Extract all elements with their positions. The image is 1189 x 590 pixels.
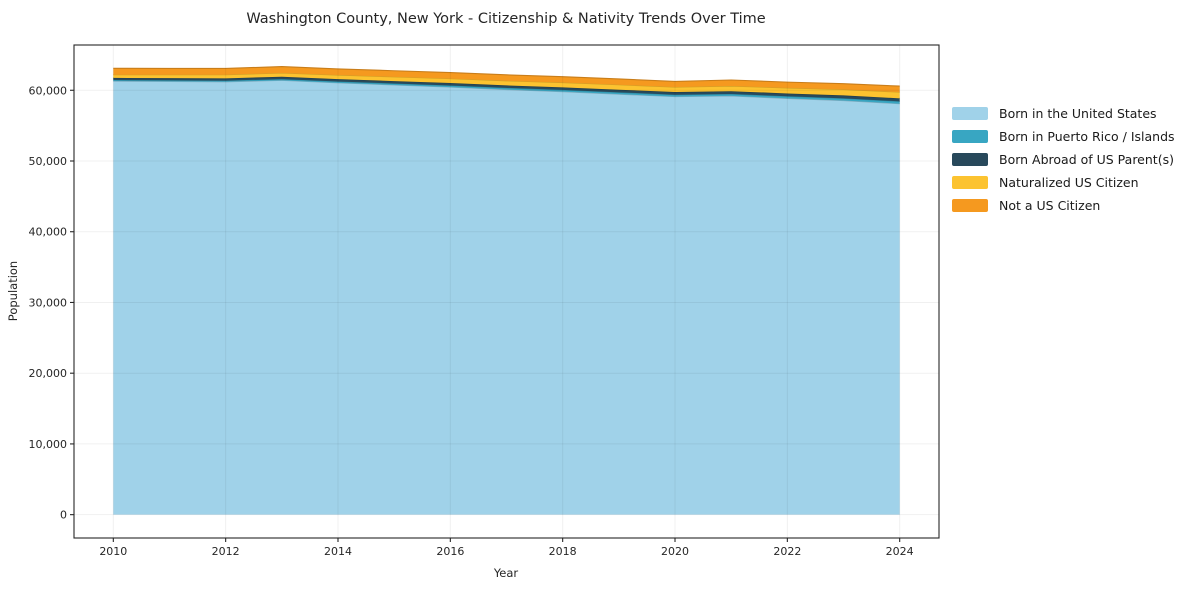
area-series-2 (113, 76, 900, 102)
x-tick-label: 2016 (436, 545, 464, 558)
legend-item-4: Not a US Citizen (952, 194, 1175, 217)
y-tick-label: 20,000 (29, 367, 68, 380)
grid-overlay (74, 45, 939, 538)
x-tick-label: 2018 (549, 545, 577, 558)
area-series-layer (113, 66, 900, 515)
legend-label: Not a US Citizen (999, 198, 1101, 213)
legend-swatch (952, 199, 988, 212)
x-tick-label: 2020 (661, 545, 689, 558)
x-tick-label: 2014 (324, 545, 352, 558)
plot-frame (73, 44, 940, 539)
legend-swatch (952, 153, 988, 166)
y-tick-label: 10,000 (29, 438, 68, 451)
legend-swatch (952, 176, 988, 189)
legend-item-2: Born Abroad of US Parent(s) (952, 148, 1175, 171)
x-tick-label: 2024 (886, 545, 914, 558)
x-tick-label: 2012 (212, 545, 240, 558)
legend-label: Born Abroad of US Parent(s) (999, 152, 1174, 167)
area-series-4 (113, 66, 900, 93)
x-axis-label: Year (493, 566, 519, 580)
y-tick-label: 60,000 (29, 84, 68, 97)
y-tick-label: 30,000 (29, 296, 68, 309)
chart-title: Washington County, New York - Citizenshi… (246, 11, 765, 27)
area-series-4-edge (113, 66, 900, 87)
legend-item-1: Born in Puerto Rico / Islands (952, 125, 1175, 148)
legend-swatch (952, 130, 988, 143)
axis-ticks: 2010 2012 2014 2016 2018 2020 2022 2024 0 10,000 2… (29, 84, 914, 558)
y-tick-label: 50,000 (29, 155, 68, 168)
y-axis-label: Population (6, 261, 20, 321)
legend-swatch (952, 107, 988, 120)
y-tick-label: 0 (60, 509, 67, 522)
legend-label: Born in the United States (999, 106, 1157, 121)
legend-item-0: Born in the United States (952, 102, 1175, 125)
legend-item-3: Naturalized US Citizen (952, 171, 1175, 194)
x-tick-label: 2022 (773, 545, 801, 558)
legend: Born in the United States Born in Puerto … (952, 102, 1175, 217)
y-tick-label: 40,000 (29, 226, 68, 239)
x-tick-label: 2010 (99, 545, 127, 558)
legend-label: Born in Puerto Rico / Islands (999, 129, 1175, 144)
legend-label: Naturalized US Citizen (999, 175, 1139, 190)
area-series-0 (113, 80, 900, 515)
area-series-3 (113, 72, 900, 99)
area-series-1 (113, 79, 900, 104)
